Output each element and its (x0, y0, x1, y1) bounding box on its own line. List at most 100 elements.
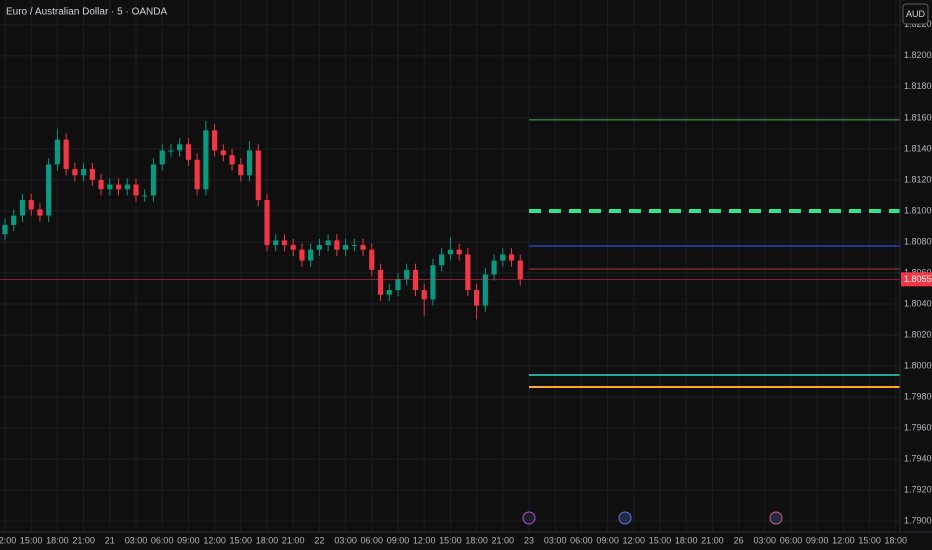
event-icons (522, 511, 783, 525)
y-tick-label: 1.79400 (904, 453, 932, 463)
candle-body (115, 184, 122, 190)
candle-body (124, 184, 130, 190)
x-tick-label: 15:00 (20, 535, 43, 545)
candle-body (351, 245, 357, 247)
y-tick-label: 1.79200 (904, 484, 932, 494)
chart-title: Euro / Australian Dollar · 5 · OANDA (6, 7, 167, 18)
candle-body (246, 150, 253, 176)
x-tick-label: 21 (105, 535, 115, 545)
currency-button[interactable] (902, 3, 929, 25)
candle-body (474, 290, 480, 306)
currency-label[interactable]: AUD (906, 9, 926, 19)
candle-body (421, 290, 427, 300)
candle-body (107, 184, 113, 190)
candle-body (168, 150, 174, 152)
last-price-badge (901, 272, 932, 287)
event-icon[interactable] (769, 511, 783, 525)
candle-body (46, 164, 52, 216)
candle-body (273, 240, 279, 246)
x-tick-label: 06:00 (780, 535, 803, 545)
candle-body (343, 245, 349, 250)
y-tick-label: 1.79600 (904, 422, 932, 432)
candle-body (491, 260, 497, 275)
candle-body (142, 195, 148, 197)
candle-body (447, 249, 453, 255)
event-icon[interactable] (522, 511, 536, 525)
candle-body (37, 209, 43, 216)
y-tick-label: 1.81800 (904, 81, 932, 91)
x-tick-label: 15:00 (649, 535, 672, 545)
y-tick-label: 1.79000 (904, 516, 932, 526)
x-tick-label: 15:00 (858, 535, 881, 545)
last-price-label: 1.80559 (904, 274, 932, 284)
x-tick-label: 15:00 (230, 535, 253, 545)
y-tick-label: 1.79800 (904, 391, 932, 401)
candle-body (316, 245, 322, 250)
candle-body (377, 269, 384, 295)
candle-body (63, 139, 69, 170)
candle-body (395, 279, 401, 291)
candle-body (2, 224, 8, 235)
x-tick-label: 21:00 (701, 535, 724, 545)
candle-body (11, 215, 17, 225)
y-tick-label: 1.82000 (904, 50, 932, 60)
candle-body (325, 240, 331, 246)
x-tick-label: 09:00 (596, 535, 619, 545)
candle-body (412, 269, 419, 291)
candle-body (404, 269, 410, 280)
candle-body (54, 139, 60, 165)
candle-body (465, 254, 471, 291)
candle-body (133, 184, 139, 196)
x-tick-label: 12:00 (203, 535, 226, 545)
y-tick-label: 1.80800 (904, 236, 932, 246)
x-tick-label: 12:00 (623, 535, 646, 545)
y-tick-label: 1.81400 (904, 143, 932, 153)
x-tick-label: 12:00 (413, 535, 436, 545)
candle-body (517, 260, 523, 280)
candle-body (439, 254, 445, 266)
candle-body (229, 155, 235, 165)
x-tick-label: 23 (524, 535, 534, 545)
x-tick-label: 06:00 (151, 535, 174, 545)
candle-body (159, 150, 165, 165)
y-tick-label: 1.80400 (904, 298, 932, 308)
x-tick-label: 18:00 (675, 535, 698, 545)
x-tick-label: 09:00 (806, 535, 829, 545)
candle-body (482, 274, 488, 306)
candle-body (508, 254, 515, 261)
plot (0, 119, 900, 388)
candle-body (255, 150, 261, 201)
candle-body (19, 200, 26, 216)
candle-body (290, 245, 296, 250)
candle-body (238, 164, 244, 176)
candle-body (281, 240, 288, 246)
candle-body (150, 164, 157, 196)
candle-body (81, 169, 87, 176)
x-tick-label: 22 (314, 535, 324, 545)
y-tick-label: 1.80200 (904, 329, 932, 339)
x-tick-label: 15:00 (439, 535, 462, 545)
candle-body (264, 200, 270, 246)
x-tick-label: 06:00 (570, 535, 593, 545)
x-tick-label: 21:00 (72, 535, 95, 545)
candle-body (369, 249, 375, 270)
x-tick-label: 03:00 (544, 535, 567, 545)
x-tick-label: 12:00 (0, 535, 16, 545)
candle-body (430, 265, 436, 300)
candle-body (194, 159, 200, 190)
event-icon[interactable] (618, 511, 632, 525)
y-tick-label: 1.81200 (904, 174, 932, 184)
x-tick-label: 03:00 (125, 535, 148, 545)
y-tick-label: 1.81600 (904, 112, 932, 122)
candle-body (185, 144, 191, 160)
candle-body (203, 130, 209, 190)
x-tick-label: 18:00 (46, 535, 69, 545)
candle-body (360, 245, 366, 250)
candle-body (220, 150, 226, 156)
candle-body (456, 249, 462, 255)
candle-body (72, 169, 78, 176)
x-tick-label: 06:00 (361, 535, 384, 545)
candle-body (89, 169, 95, 180)
x-tick-label: 03:00 (754, 535, 777, 545)
